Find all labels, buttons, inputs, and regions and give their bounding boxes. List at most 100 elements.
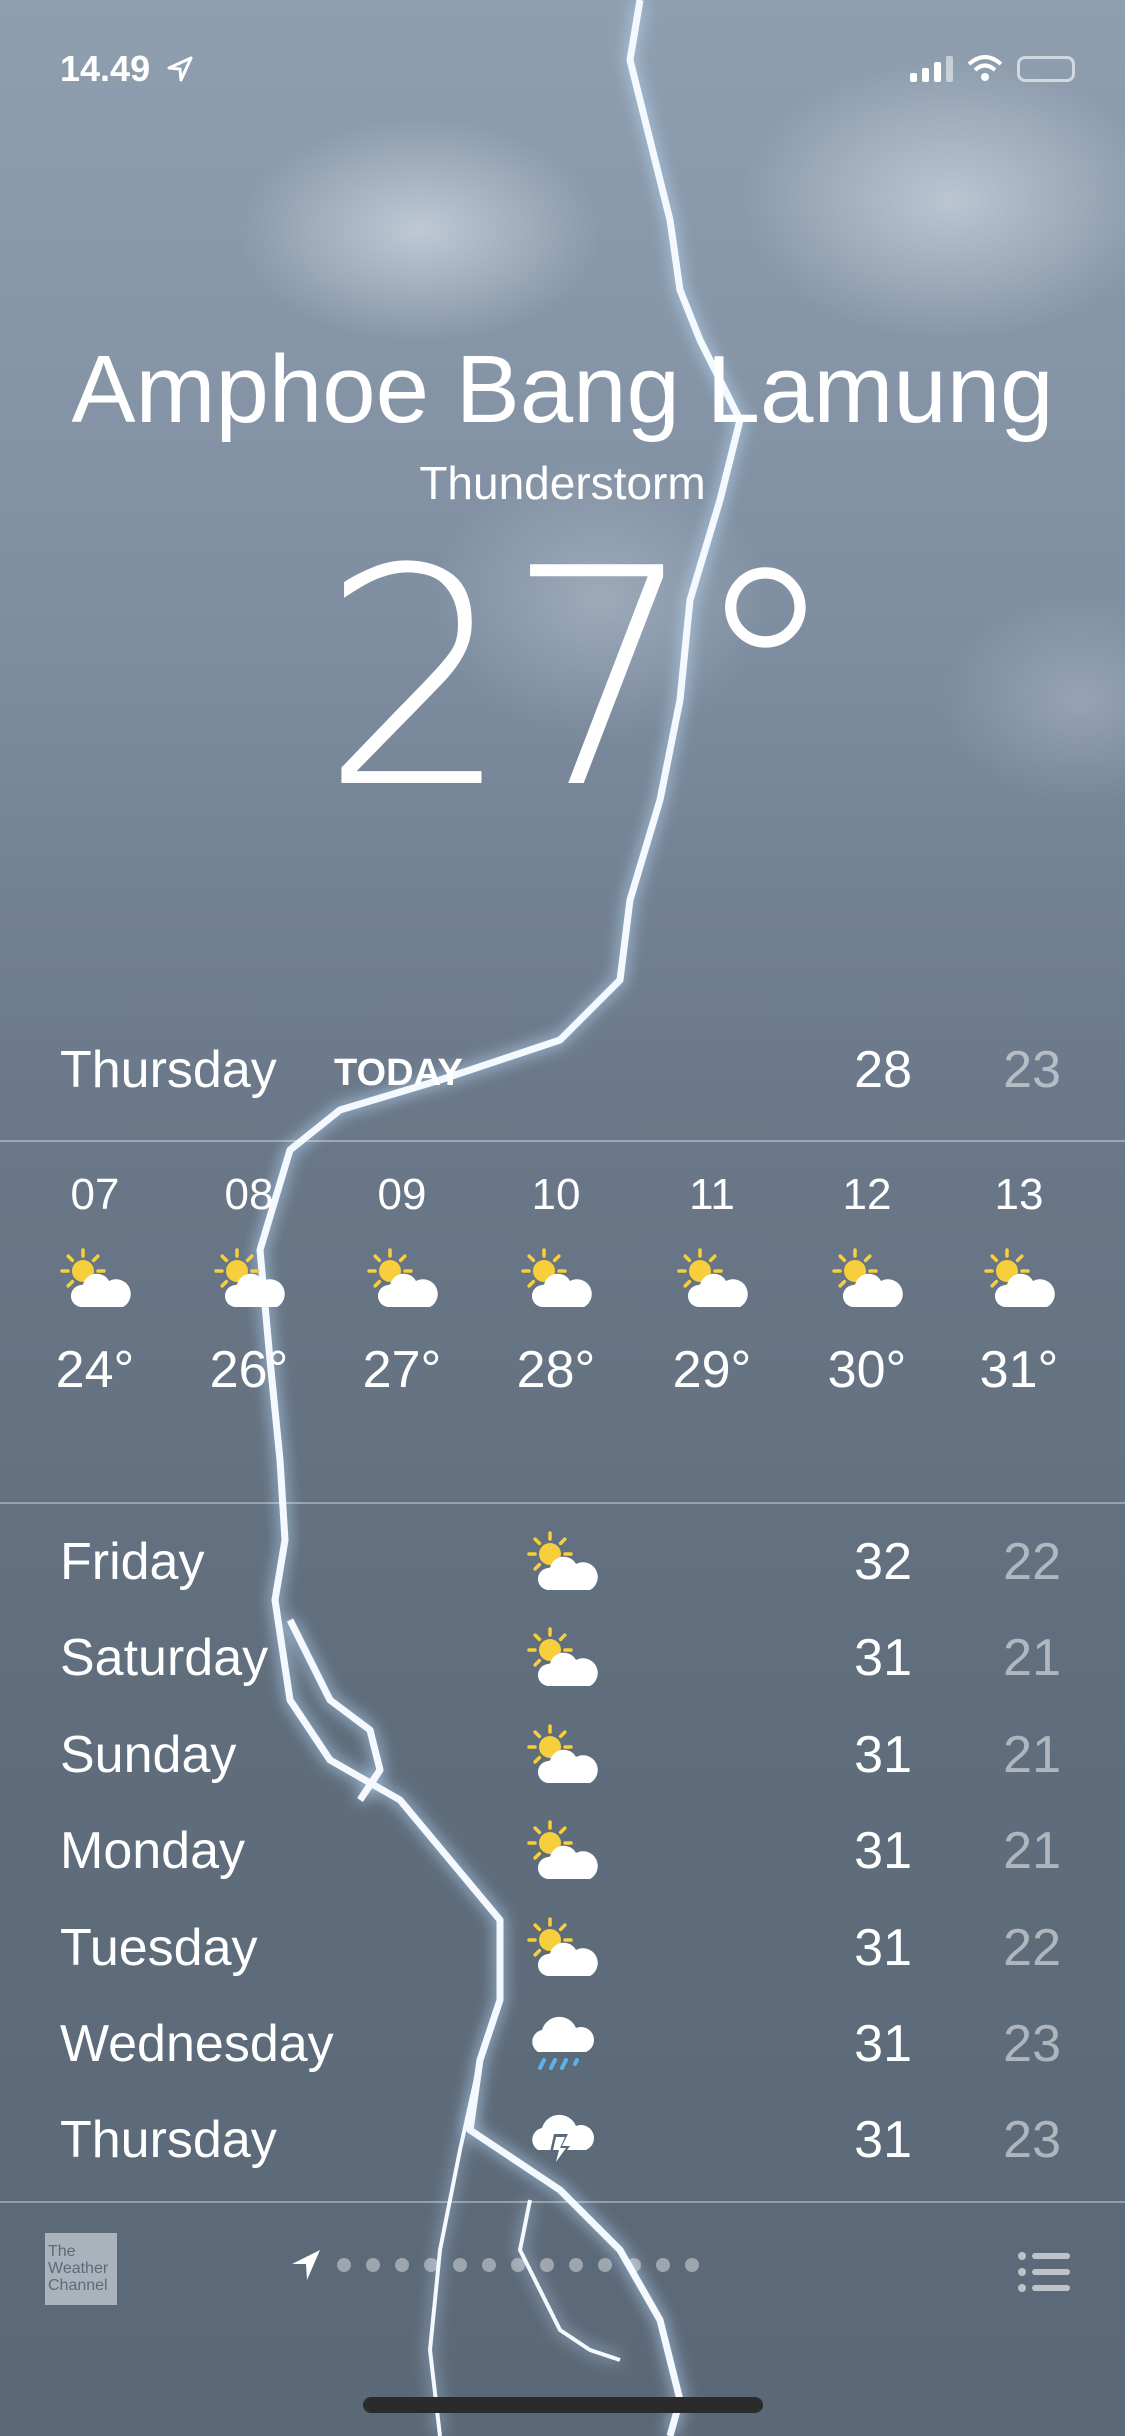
day-name: Tuesday (60, 1918, 258, 1977)
hour-icon-slot (20, 1220, 170, 1340)
partly-sunny-icon (527, 1531, 598, 1590)
hourly-item: 12 30° (792, 1170, 942, 1400)
cellular-signal-icon (910, 56, 953, 82)
day-name: Monday (60, 1822, 245, 1881)
day-name: Sunday (60, 1725, 237, 1784)
page-dot[interactable] (424, 2258, 438, 2272)
day-high: 31 (854, 1629, 912, 1688)
day-high: 31 (854, 2111, 912, 2170)
hourly-item: 11 29° (637, 1170, 787, 1400)
today-high: 28 (854, 1041, 912, 1099)
divider (0, 1140, 1125, 1142)
page-dot[interactable] (569, 2258, 583, 2272)
today-low: 23 (1003, 1041, 1061, 1099)
day-name: Saturday (60, 1629, 269, 1688)
rain-cloud-icon (532, 2016, 594, 2070)
day-high: 31 (854, 1725, 912, 1784)
page-dot[interactable] (453, 2258, 467, 2272)
page-dot[interactable] (366, 2258, 380, 2272)
day-high: 31 (854, 1918, 912, 1977)
partly-sunny-icon (214, 1248, 285, 1307)
page-dot[interactable] (627, 2258, 641, 2272)
hour-label: 13 (994, 1170, 1044, 1219)
hour-label: 07 (70, 1170, 120, 1219)
current-temperature: 27° (320, 505, 841, 854)
location-arrow-icon (167, 56, 193, 82)
hour-icon-slot (174, 1220, 324, 1340)
partly-sunny-icon (832, 1248, 903, 1307)
hourly-item: 08 26° (174, 1170, 324, 1400)
day-icon-slot (524, 1528, 600, 1603)
today-tag: TODAY (334, 1052, 463, 1094)
partly-sunny-icon (367, 1248, 438, 1307)
hour-temperature: 30° (827, 1341, 907, 1399)
hour-label: 12 (842, 1170, 892, 1219)
hour-icon-slot (481, 1220, 631, 1340)
day-high: 31 (854, 2015, 912, 2073)
status-indicators (910, 54, 1075, 82)
hourly-item: 07 24° (20, 1170, 170, 1400)
hour-icon-slot (792, 1220, 942, 1340)
city-name: Amphoe Bang Lamung (71, 336, 1054, 443)
day-icon-slot (524, 1721, 600, 1796)
day-icon-slot (524, 2106, 600, 2181)
partly-sunny-icon (677, 1248, 748, 1307)
hour-label: 08 (224, 1170, 274, 1219)
page-dot[interactable] (656, 2258, 670, 2272)
hourly-item: 09 27° (327, 1170, 477, 1400)
partly-sunny-icon (60, 1248, 131, 1307)
page-dot[interactable] (685, 2258, 699, 2272)
partly-sunny-icon (521, 1248, 592, 1307)
page-dot[interactable] (482, 2258, 496, 2272)
day-name: Friday (60, 1533, 205, 1591)
day-high: 31 (854, 1822, 912, 1881)
hour-temperature: 27° (362, 1341, 442, 1399)
hour-temperature: 28° (516, 1341, 596, 1399)
page-dot[interactable] (511, 2258, 525, 2272)
hour-temperature: 29° (672, 1341, 752, 1399)
day-high: 32 (854, 1533, 912, 1591)
partly-sunny-icon (527, 1627, 598, 1687)
page-indicator[interactable] (290, 2248, 699, 2282)
weather-channel-logo[interactable]: The Weather Channel (45, 2233, 117, 2305)
location-arrow-icon[interactable] (290, 2248, 322, 2282)
hour-temperature: 26° (209, 1341, 289, 1399)
day-low: 21 (1003, 1629, 1061, 1688)
day-icon-slot (524, 1624, 600, 1699)
partly-sunny-icon (527, 1724, 598, 1783)
hour-label: 09 (377, 1170, 427, 1219)
day-icon-slot (524, 2010, 600, 2085)
hour-temperature: 24° (55, 1341, 135, 1399)
page-dot[interactable] (598, 2258, 612, 2272)
day-low: 22 (1003, 1918, 1061, 1977)
battery-icon (1017, 56, 1075, 82)
status-time: 14.49 (60, 48, 194, 90)
weather-condition: Thunderstorm (419, 457, 706, 509)
hour-icon-slot (327, 1220, 477, 1340)
today-day: Thursday (60, 1041, 277, 1099)
hour-temperature: 31° (979, 1341, 1059, 1399)
day-low: 21 (1003, 1822, 1061, 1881)
day-name: Wednesday (60, 2015, 334, 2073)
wifi-icon (967, 55, 1003, 81)
day-icon-slot (524, 1914, 600, 1989)
divider (0, 2201, 1125, 2203)
day-low: 22 (1003, 1533, 1061, 1591)
hour-icon-slot (637, 1220, 787, 1340)
page-dot[interactable] (395, 2258, 409, 2272)
divider (0, 1502, 1125, 1504)
day-low: 23 (1003, 2015, 1061, 2073)
hour-label: 11 (689, 1170, 735, 1219)
list-icon[interactable] (1018, 2252, 1074, 2292)
thunderstorm-icon (532, 2115, 594, 2169)
day-icon-slot (524, 1817, 600, 1892)
hour-label: 10 (531, 1170, 581, 1219)
partly-sunny-icon (527, 1820, 598, 1880)
hour-icon-slot (944, 1220, 1094, 1340)
hourly-item: 10 28° (481, 1170, 631, 1400)
page-dot[interactable] (540, 2258, 554, 2272)
home-indicator[interactable] (363, 2397, 763, 2413)
hourly-item: 13 31° (944, 1170, 1094, 1400)
day-low: 21 (1003, 1725, 1061, 1784)
page-dot[interactable] (337, 2258, 351, 2272)
